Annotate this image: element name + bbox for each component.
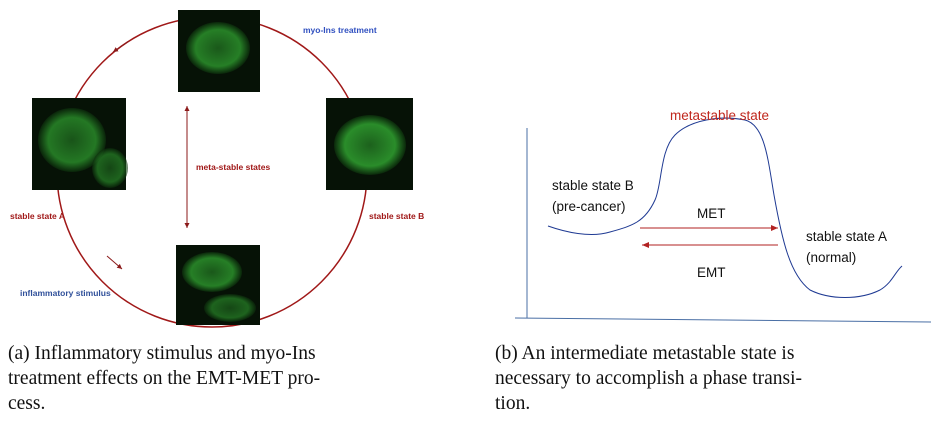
label: (normal) [806, 250, 856, 265]
label: stable state B [369, 211, 424, 221]
caption: tion. [495, 393, 530, 414]
label: (pre-cancer) [552, 199, 626, 214]
panel-b: metastable state stable state B (pre-can… [514, 108, 931, 323]
label: metastable state [670, 108, 769, 123]
caption: treatment effects on the EMT-MET pro- [8, 368, 320, 389]
caption: necessary to accomplish a phase transi- [495, 368, 802, 389]
label: stable state A [10, 211, 65, 221]
label: stable state B [552, 178, 634, 193]
micrographs [32, 10, 413, 325]
cycle-arrow [106, 255, 123, 270]
caption: (a) Inflammatory stimulus and myo-Ins [8, 343, 316, 364]
cycle-arrow [112, 40, 130, 53]
label: meta-stable states [196, 162, 270, 172]
caption: cess. [8, 393, 45, 414]
energy-curve [547, 117, 903, 298]
caption: (b) An intermediate metastable state is [495, 343, 794, 364]
label: EMT [697, 265, 726, 280]
label: MET [697, 206, 726, 221]
panel-a: myo-Ins treatment meta-stable states sta… [10, 10, 424, 328]
label: stable state A [806, 229, 887, 244]
label: inflammatory stimulus [20, 288, 111, 298]
label: myo-Ins treatment [303, 25, 377, 35]
x-axis [514, 317, 931, 323]
